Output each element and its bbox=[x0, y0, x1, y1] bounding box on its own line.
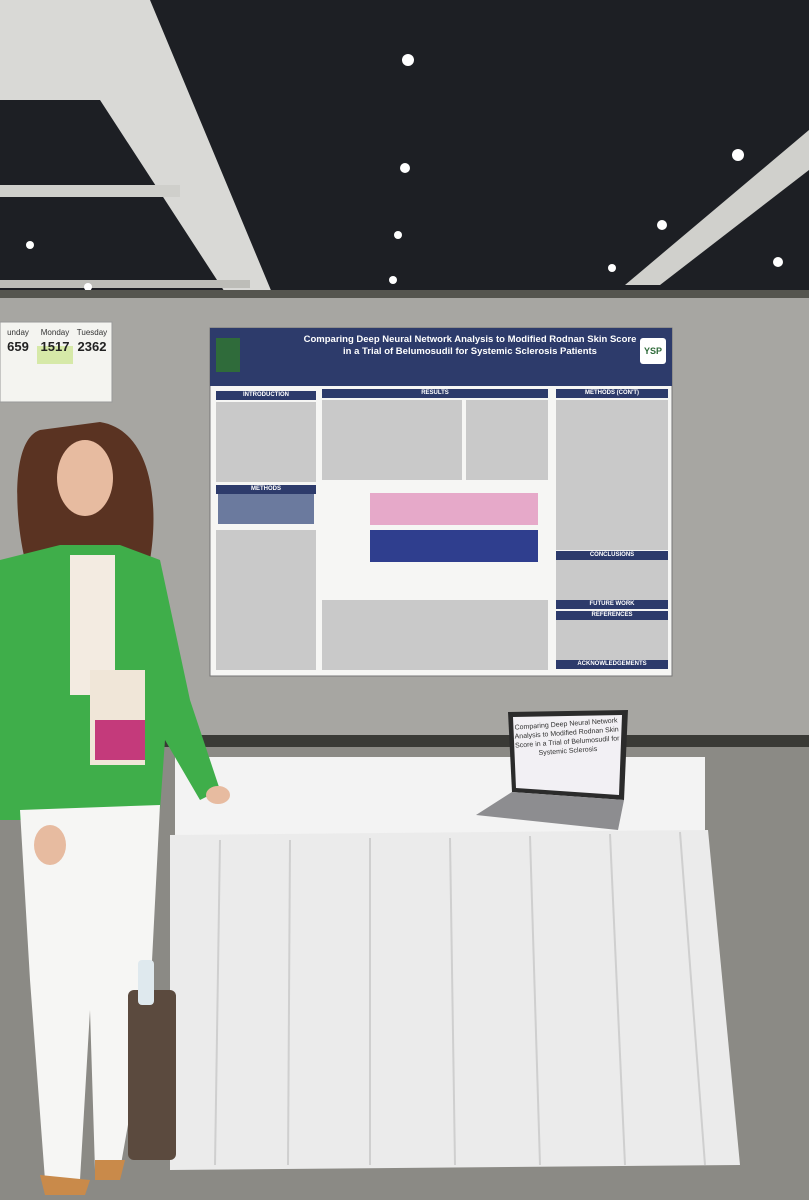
section-header: INTRODUCTION bbox=[216, 391, 316, 400]
water-bottle bbox=[138, 960, 154, 1005]
sign-day: unday bbox=[7, 328, 29, 337]
poster-crest bbox=[216, 338, 240, 372]
sign-day: Tuesday bbox=[76, 328, 108, 337]
skirt-pleats bbox=[214, 831, 706, 1166]
histology-images bbox=[370, 493, 538, 562]
ceiling-beam bbox=[0, 280, 250, 288]
laptop-base bbox=[476, 792, 624, 830]
table-skirt bbox=[170, 830, 740, 1170]
section-header: METHODS (CON'T) bbox=[556, 389, 668, 398]
section-header: FUTURE WORK bbox=[556, 600, 668, 609]
section-header: REFERENCES bbox=[556, 611, 668, 620]
laptop-screen-title: Comparing Deep Neural Network Analysis t… bbox=[514, 717, 620, 758]
poster-header bbox=[210, 328, 672, 386]
ceiling-beam bbox=[0, 0, 275, 300]
poster-title: Comparing Deep Neural Network Analysis t… bbox=[303, 334, 637, 357]
ceiling-beam bbox=[0, 185, 180, 197]
person bbox=[0, 422, 230, 1195]
section-header: METHODS bbox=[216, 485, 316, 494]
table-top bbox=[175, 757, 705, 837]
section-header: ACKNOWLEDGEMENTS bbox=[556, 660, 668, 669]
wall-frame bbox=[0, 290, 809, 298]
poster-logo: YSP bbox=[640, 338, 666, 364]
sign-count: 2362 bbox=[77, 339, 107, 354]
poster-text-blocks bbox=[216, 400, 668, 670]
sign-day: Monday bbox=[40, 328, 70, 337]
section-header: RESULTS bbox=[322, 389, 548, 398]
ceiling-lights bbox=[26, 54, 783, 291]
section-header: CONCLUSIONS bbox=[556, 551, 668, 560]
sign-highlight bbox=[37, 346, 73, 364]
handbag bbox=[128, 990, 176, 1160]
sign-count: 659 bbox=[7, 339, 29, 354]
laptop-screen bbox=[513, 715, 622, 795]
ceiling-beam bbox=[625, 130, 809, 285]
sign-count: 1517 bbox=[40, 339, 70, 354]
methods-figure bbox=[218, 494, 314, 524]
